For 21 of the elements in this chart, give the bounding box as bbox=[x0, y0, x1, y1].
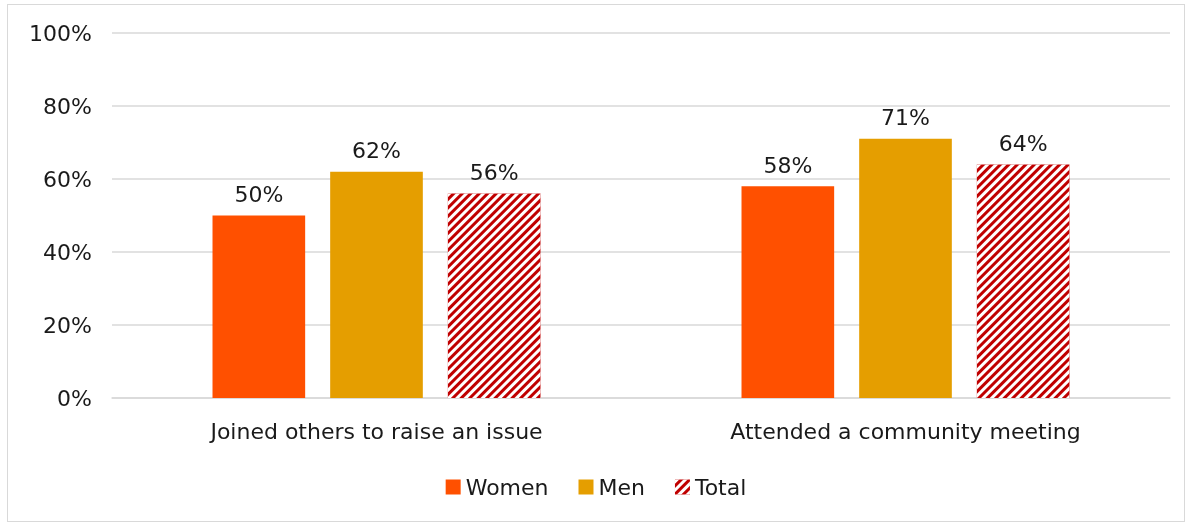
legend-label: Women bbox=[465, 474, 549, 500]
y-tick-label: 40% bbox=[43, 239, 92, 265]
y-tick-label: 100% bbox=[29, 20, 92, 46]
bar bbox=[859, 138, 952, 398]
bar bbox=[741, 186, 835, 398]
y-tick-label: 80% bbox=[43, 93, 92, 119]
bar bbox=[330, 171, 423, 398]
y-tick-label: 20% bbox=[43, 312, 92, 338]
data-label: 71% bbox=[881, 105, 930, 131]
data-label: 56% bbox=[469, 160, 519, 186]
y-tick-label: 0% bbox=[57, 385, 92, 411]
bar bbox=[212, 215, 306, 398]
legend-label: Men bbox=[598, 474, 645, 500]
y-tick-label: 60% bbox=[43, 166, 92, 192]
x-tick-label: Attended a community meeting bbox=[730, 418, 1081, 444]
data-label: 62% bbox=[352, 138, 401, 164]
data-label: 50% bbox=[234, 182, 284, 207]
x-tick-label: Joined others to raise an issue bbox=[208, 418, 543, 444]
legend-label: Total bbox=[693, 474, 747, 500]
data-label: 64% bbox=[998, 130, 1048, 156]
data-label: 58% bbox=[763, 152, 813, 178]
